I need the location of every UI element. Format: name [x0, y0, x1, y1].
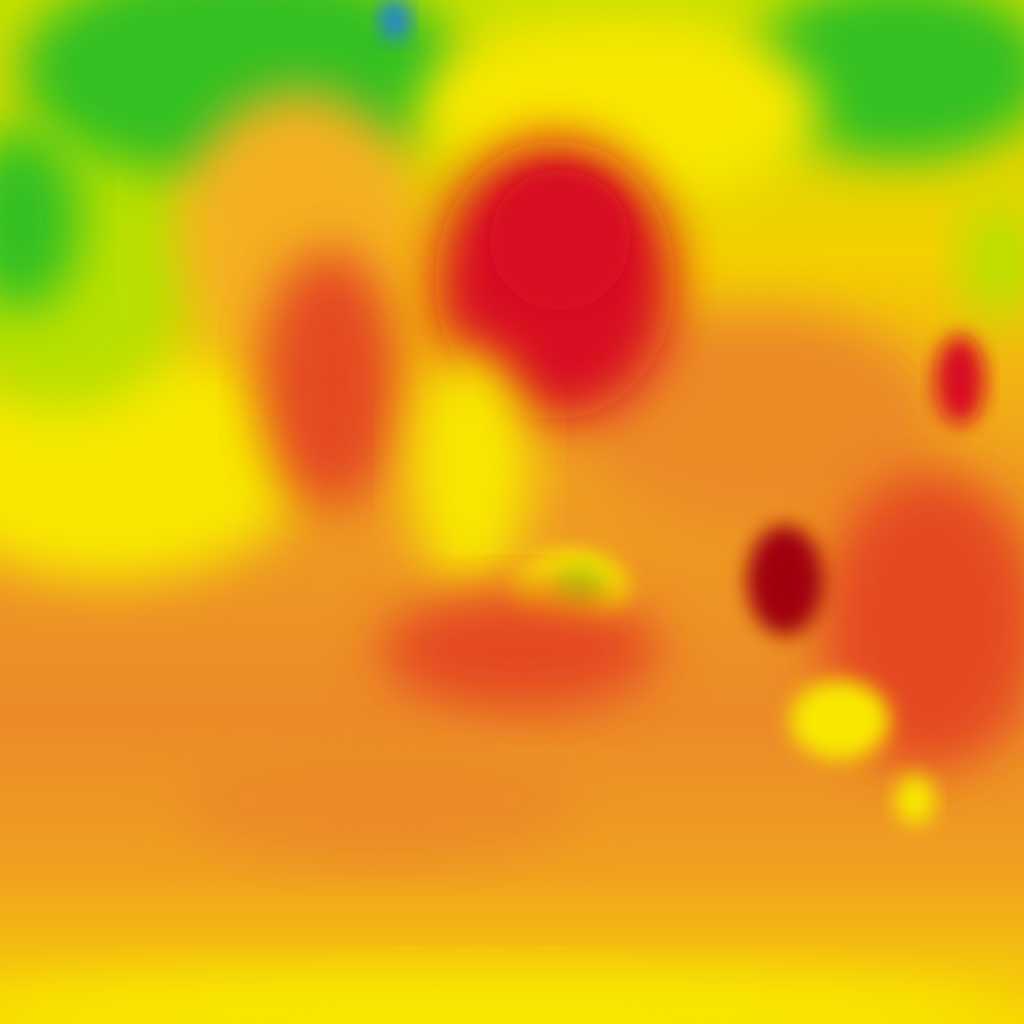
yucatan-dark-red-region	[747, 525, 823, 635]
pacific-red-region	[380, 590, 660, 710]
ocean-bottom-orange-region	[180, 740, 580, 860]
east-green-region	[960, 200, 1024, 320]
gulf-orange-region	[580, 310, 940, 530]
mexico-coast-red-region	[260, 250, 400, 510]
bottom-yellow-region	[0, 970, 1000, 1024]
sierra-yellow-region	[410, 350, 530, 590]
central-america-yellow-region	[790, 680, 890, 760]
florida-red-region	[935, 335, 985, 425]
costa-rica-yellow-region	[895, 775, 935, 825]
northwest-green-region	[0, 130, 80, 310]
cold-spot-region	[380, 0, 410, 40]
texas-core-region	[490, 170, 630, 310]
